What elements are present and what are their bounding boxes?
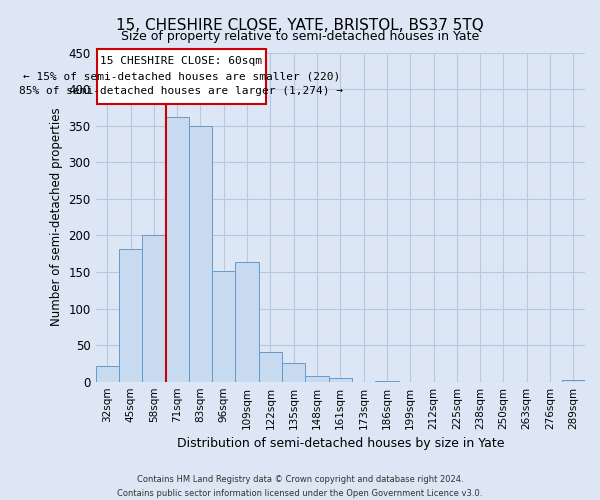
Bar — [142, 234, 166, 382]
FancyBboxPatch shape — [97, 49, 266, 104]
Bar — [305, 376, 329, 382]
Bar — [189, 126, 212, 382]
Bar — [375, 381, 398, 382]
Bar — [282, 364, 305, 382]
Bar — [166, 117, 189, 382]
Text: Contains HM Land Registry data © Crown copyright and database right 2024.
Contai: Contains HM Land Registry data © Crown c… — [118, 476, 482, 498]
Text: 15 CHESHIRE CLOSE: 60sqm
← 15% of semi-detached houses are smaller (220)
85% of : 15 CHESHIRE CLOSE: 60sqm ← 15% of semi-d… — [19, 56, 343, 96]
Bar — [119, 250, 142, 382]
X-axis label: Distribution of semi-detached houses by size in Yate: Distribution of semi-detached houses by … — [176, 437, 504, 450]
Bar — [212, 271, 235, 382]
Bar — [235, 262, 259, 382]
Bar — [95, 366, 119, 382]
Text: 15, CHESHIRE CLOSE, YATE, BRISTOL, BS37 5TQ: 15, CHESHIRE CLOSE, YATE, BRISTOL, BS37 … — [116, 18, 484, 32]
Text: Size of property relative to semi-detached houses in Yate: Size of property relative to semi-detach… — [121, 30, 479, 43]
Y-axis label: Number of semi-detached properties: Number of semi-detached properties — [50, 108, 63, 326]
Bar — [562, 380, 585, 382]
Bar — [259, 352, 282, 382]
Bar — [329, 378, 352, 382]
